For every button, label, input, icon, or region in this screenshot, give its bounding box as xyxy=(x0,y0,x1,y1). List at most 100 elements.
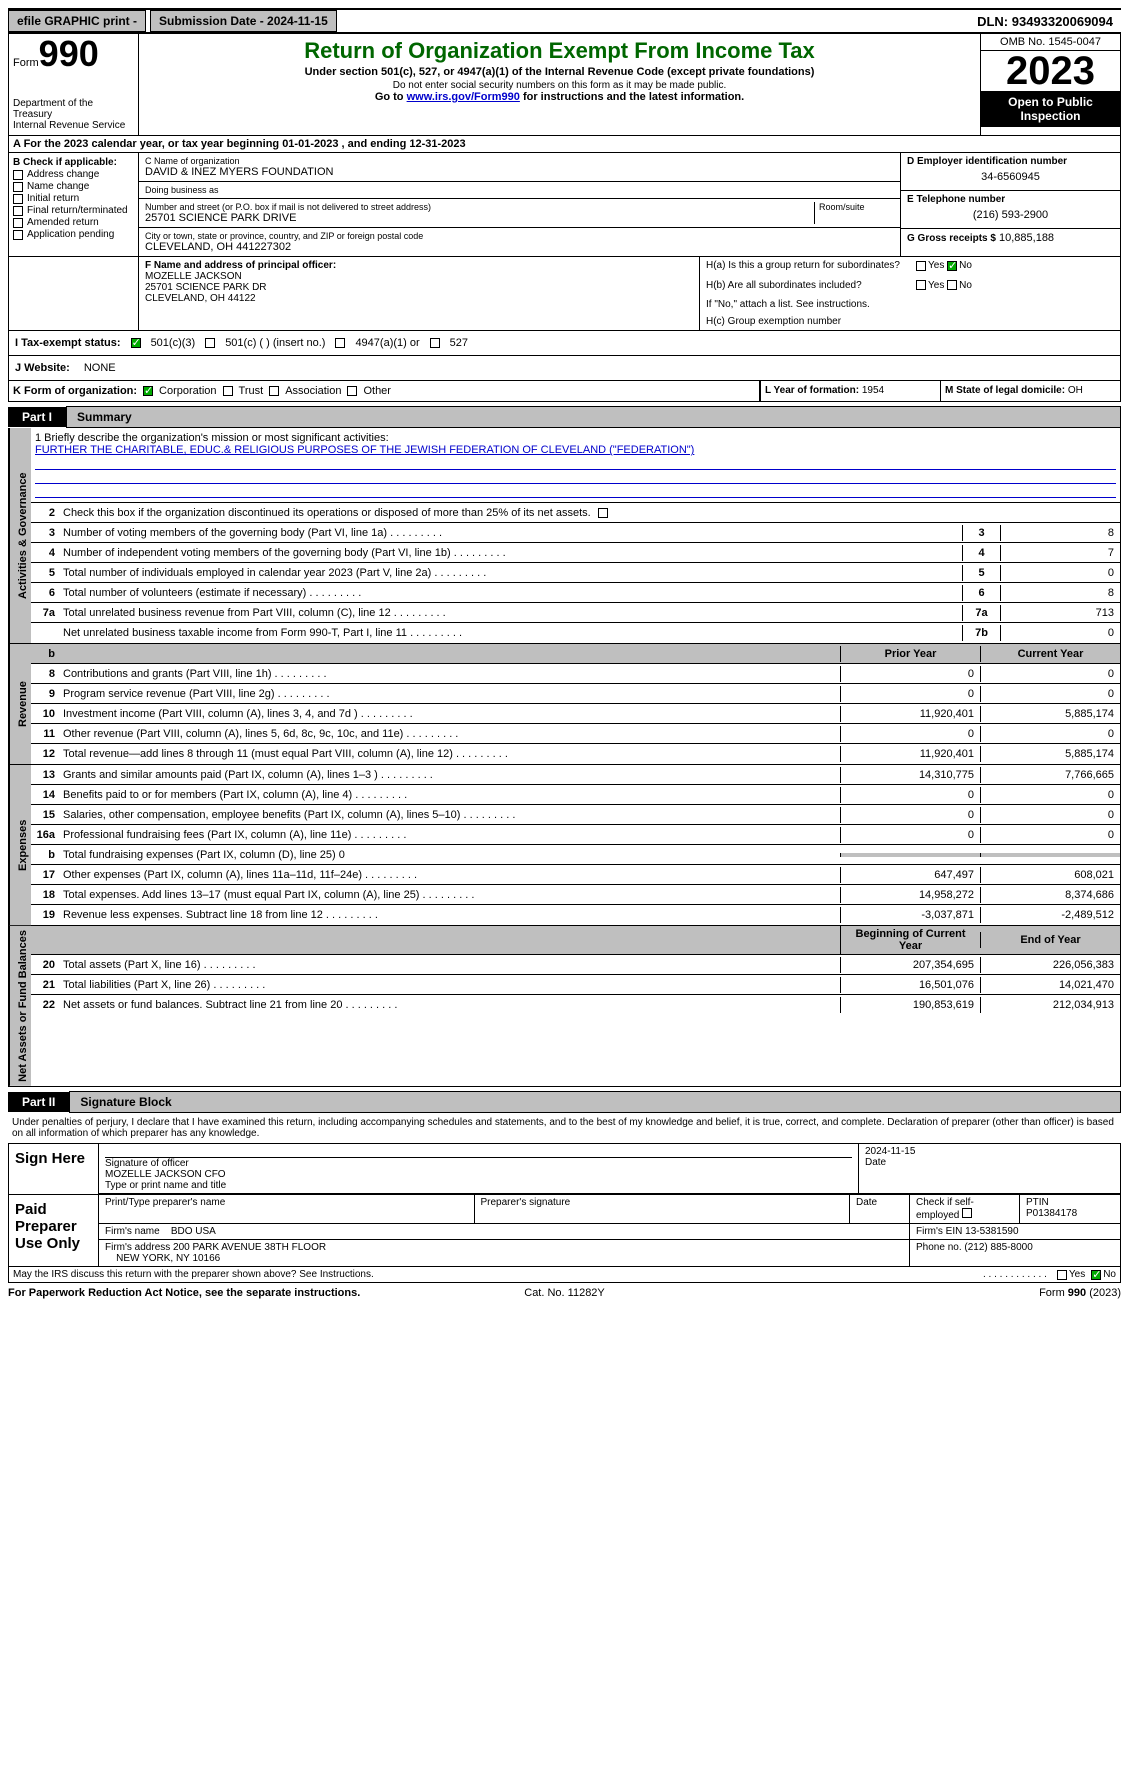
cb-other[interactable] xyxy=(347,386,357,396)
side-exp: Expenses xyxy=(9,765,31,925)
summary-row: 21Total liabilities (Part X, line 26) . … xyxy=(31,975,1120,995)
website-label: J Website: xyxy=(15,362,70,374)
summary-row: 10Investment income (Part VIII, column (… xyxy=(31,704,1120,724)
begin-year-hdr: Beginning of Current Year xyxy=(840,926,980,954)
tel-value: (216) 593-2900 xyxy=(907,205,1114,225)
room-label: Room/suite xyxy=(819,202,894,212)
firm-addr2: NEW YORK, NY 10166 xyxy=(116,1253,220,1264)
prior-year-hdr: Prior Year xyxy=(840,646,980,662)
dept-treasury: Department of the Treasury Internal Reve… xyxy=(13,98,134,131)
summary-row: 3Number of voting members of the governi… xyxy=(31,523,1120,543)
part1-tab: Part I xyxy=(8,407,66,427)
cb-name-change[interactable] xyxy=(13,182,23,192)
cb-ha-yes[interactable] xyxy=(916,261,926,271)
form-header: Form990 Department of the Treasury Inter… xyxy=(8,34,1121,136)
part2-title: Signature Block xyxy=(69,1091,1121,1113)
cb-discuss-no[interactable] xyxy=(1091,1270,1101,1280)
part2-tab: Part II xyxy=(8,1092,69,1112)
end-year-hdr: End of Year xyxy=(980,932,1120,948)
instructions-link-row: Go to www.irs.gov/Form990 for instructio… xyxy=(143,91,976,103)
type-print-label: Type or print name and title xyxy=(105,1180,852,1191)
col-b-checkboxes: B Check if applicable: Address change Na… xyxy=(9,153,139,256)
mission-text: FURTHER THE CHARITABLE, EDUC.& RELIGIOUS… xyxy=(35,444,1116,456)
side-rev: Revenue xyxy=(9,644,31,764)
activities-governance-section: Activities & Governance 1 Briefly descri… xyxy=(8,428,1121,644)
cb-501c3[interactable] xyxy=(131,338,141,348)
officer-sig-name: MOZELLE JACKSON CFO xyxy=(105,1169,852,1180)
firm-ein-label: Firm's EIN xyxy=(916,1226,962,1237)
form-title: Return of Organization Exempt From Incom… xyxy=(143,38,976,64)
domicile-label: M State of legal domicile: xyxy=(945,385,1065,396)
cb-hb-no[interactable] xyxy=(947,280,957,290)
summary-row: 4Number of independent voting members of… xyxy=(31,543,1120,563)
sig-date-label: Date xyxy=(865,1157,1114,1168)
cb-corp[interactable] xyxy=(143,386,153,396)
city-label: City or town, state or province, country… xyxy=(145,231,894,241)
cb-app-pending[interactable] xyxy=(13,230,23,240)
row-a-tax-year: A For the 2023 calendar year, or tax yea… xyxy=(8,136,1121,153)
side-na: Net Assets or Fund Balances xyxy=(9,926,31,1086)
summary-row: 6Total number of volunteers (estimate if… xyxy=(31,583,1120,603)
row-f-h: F Name and address of principal officer:… xyxy=(8,257,1121,331)
tax-exempt-label: I Tax-exempt status: xyxy=(15,337,121,349)
ssn-note: Do not enter social security numbers on … xyxy=(143,80,976,91)
summary-row: 14Benefits paid to or for members (Part … xyxy=(31,785,1120,805)
firm-phone-label: Phone no. xyxy=(916,1242,962,1253)
row-klm: K Form of organization: Corporation Trus… xyxy=(8,381,1121,402)
summary-row: 9Program service revenue (Part VIII, lin… xyxy=(31,684,1120,704)
cb-amended[interactable] xyxy=(13,218,23,228)
officer-name: MOZELLE JACKSON xyxy=(145,271,693,282)
part1-title: Summary xyxy=(66,406,1121,428)
firm-addr-label: Firm's address xyxy=(105,1242,170,1253)
cb-self-employed[interactable] xyxy=(962,1208,972,1218)
footer-right: Form 990 (2023) xyxy=(605,1287,1121,1299)
website-value: NONE xyxy=(84,362,116,374)
cb-final-return[interactable] xyxy=(13,206,23,216)
signature-declaration: Under penalties of perjury, I declare th… xyxy=(8,1113,1121,1143)
dba-label: Doing business as xyxy=(145,185,894,195)
officer-addr2: CLEVELAND, OH 44122 xyxy=(145,293,693,304)
cb-hb-yes[interactable] xyxy=(916,280,926,290)
net-assets-section: Net Assets or Fund Balances Beginning of… xyxy=(8,926,1121,1087)
submission-date: Submission Date - 2024-11-15 xyxy=(150,10,337,32)
discuss-row: May the IRS discuss this return with the… xyxy=(8,1267,1121,1283)
form-subtitle: Under section 501(c), 527, or 4947(a)(1)… xyxy=(143,66,976,78)
irs-link[interactable]: www.irs.gov/Form990 xyxy=(407,91,520,103)
cb-trust[interactable] xyxy=(223,386,233,396)
footer-left: For Paperwork Reduction Act Notice, see … xyxy=(8,1287,524,1299)
cb-discuss-yes[interactable] xyxy=(1057,1270,1067,1280)
dln: DLN: 93493320069094 xyxy=(969,11,1121,32)
open-to-public: Open to Public Inspection xyxy=(981,91,1120,127)
sign-here-block: Sign Here Signature of officerMOZELLE JA… xyxy=(8,1143,1121,1195)
cb-ha-no[interactable] xyxy=(947,261,957,271)
form-label: Form xyxy=(13,57,39,69)
summary-row: 12Total revenue—add lines 8 through 11 (… xyxy=(31,744,1120,764)
form-number: 990 xyxy=(39,33,99,74)
sig-officer-label: Signature of officer xyxy=(105,1158,852,1169)
hb-note: If "No," attach a list. See instructions… xyxy=(700,296,1120,313)
efile-print-button[interactable]: efile GRAPHIC print - xyxy=(8,10,146,32)
prep-sig-label: Preparer's signature xyxy=(475,1195,851,1223)
cb-address-change[interactable] xyxy=(13,170,23,180)
cb-initial-return[interactable] xyxy=(13,194,23,204)
expenses-section: Expenses 13Grants and similar amounts pa… xyxy=(8,765,1121,926)
firm-addr1: 200 PARK AVENUE 38TH FLOOR xyxy=(173,1242,326,1253)
summary-row: 5Total number of individuals employed in… xyxy=(31,563,1120,583)
col-c-org-info: C Name of organization DAVID & INEZ MYER… xyxy=(139,153,900,256)
cb-527[interactable] xyxy=(430,338,440,348)
summary-row: 20Total assets (Part X, line 16) . . . .… xyxy=(31,955,1120,975)
cb-501c[interactable] xyxy=(205,338,215,348)
cb-4947[interactable] xyxy=(335,338,345,348)
tax-year: 2023 xyxy=(981,51,1120,91)
summary-row: 16aProfessional fundraising fees (Part I… xyxy=(31,825,1120,845)
row-j: J Website: NONE xyxy=(8,356,1121,381)
cb-discontinued[interactable] xyxy=(598,508,608,518)
mission-label: 1 Briefly describe the organization's mi… xyxy=(35,432,1116,444)
summary-row: 19Revenue less expenses. Subtract line 1… xyxy=(31,905,1120,925)
addr-label: Number and street (or P.O. box if mail i… xyxy=(145,202,814,212)
line2-text: Check this box if the organization disco… xyxy=(63,507,591,519)
prep-name-label: Print/Type preparer's name xyxy=(99,1195,475,1223)
cb-assoc[interactable] xyxy=(269,386,279,396)
summary-row: 8Contributions and grants (Part VIII, li… xyxy=(31,664,1120,684)
prep-date-label: Date xyxy=(850,1195,910,1223)
